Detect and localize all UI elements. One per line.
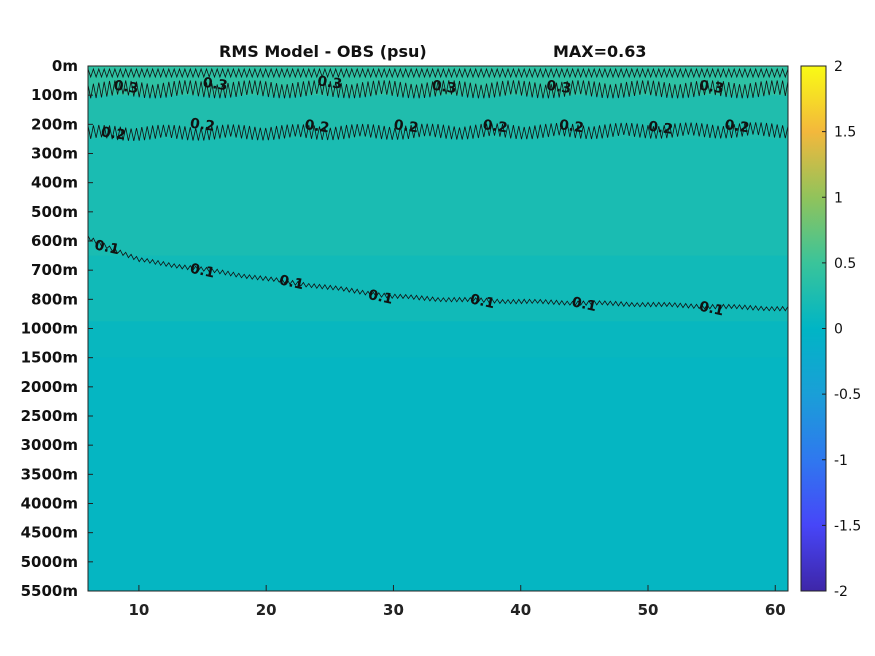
contour-0.1 [88, 235, 788, 312]
contour-label: 0.2 [100, 124, 127, 143]
contour-label: 0.3 [545, 78, 572, 97]
contour-label: 0.3 [202, 75, 229, 94]
x-tick-label: 10 [128, 601, 149, 619]
contour-label: 0.3 [698, 78, 725, 97]
contour-label: 0.1 [367, 287, 395, 308]
y-tick-label: 4500m [21, 524, 78, 542]
colorbar-tick-label: -1 [834, 453, 848, 469]
y-tick-label: 5500m [21, 582, 78, 600]
y-tick-label: 0m [52, 57, 78, 75]
contour-label: 0.2 [724, 117, 751, 136]
chart-title: RMS Model - OBS (psu) [219, 42, 427, 61]
y-tick-label: 2000m [21, 378, 78, 396]
y-axis: 0m 100m 200m 300m 400m 500m 600m 700m 800m 1000m 1… [21, 57, 93, 600]
contour-label: 0.3 [316, 73, 343, 92]
heatmap-field [88, 66, 788, 591]
y-tick-label: 2500m [21, 407, 78, 425]
field-band-4 [88, 321, 788, 359]
y-tick-label: 800m [31, 290, 78, 308]
contour-label: 0.2 [304, 117, 331, 136]
contour-label: 0.1 [698, 299, 726, 320]
colorbar-tick-label: -0.5 [834, 387, 861, 403]
contour-0.2 [88, 122, 788, 141]
colorbar-ticks: 2 1.5 1 0.5 0 -0.5 -1 -1.5 -2 [822, 59, 861, 600]
colorbar-tick-label: 2 [834, 59, 843, 75]
max-annotation: MAX=0.63 [553, 42, 647, 61]
y-tick-label: 300m [31, 145, 78, 163]
x-tick-label: 50 [638, 601, 659, 619]
y-tick-label: 3500m [21, 465, 78, 483]
contour-label: 0.1 [189, 261, 217, 282]
contour-0.3 [88, 80, 788, 99]
contour-label: 0.1 [93, 237, 121, 258]
contour-label: 0.2 [189, 116, 216, 135]
colorbar-tick-label: 0.5 [834, 256, 856, 272]
contour-label: 0.1 [469, 291, 497, 312]
field-band-3 [88, 255, 788, 322]
colorbar-tick-label: -1.5 [834, 518, 861, 534]
y-tick-label: 500m [31, 203, 78, 221]
contour-top-edge [88, 67, 788, 79]
x-tick-label: 20 [256, 601, 277, 619]
colorbar [800, 65, 827, 592]
colorbar-tick-label: -2 [834, 584, 848, 600]
x-axis: 10 20 30 40 50 60 [128, 585, 786, 619]
x-tick-label: 60 [765, 601, 786, 619]
contour-label: 0.3 [113, 78, 140, 97]
contour-label: 0.3 [431, 78, 458, 97]
y-tick-label: 4000m [21, 495, 78, 513]
y-tick-label: 3000m [21, 436, 78, 454]
contour-label: 0.1 [570, 294, 598, 315]
contour-labels: 0.3 0.3 0.3 0.3 0.3 0.3 0.2 0.2 0.2 0.2 0.2 0.2 0.2 0… [93, 73, 750, 319]
contour-label: 0.1 [278, 272, 306, 293]
colorbar-tick-label: 1 [834, 190, 843, 206]
field-band-2 [88, 138, 788, 257]
x-tick-label: 30 [383, 601, 404, 619]
x-tick-label: 40 [510, 601, 531, 619]
y-tick-label: 1000m [21, 320, 78, 338]
y-tick-label: 600m [31, 232, 78, 250]
contour-label: 0.2 [393, 117, 420, 136]
colorbar-tick-label: 1.5 [834, 125, 856, 141]
contour-label: 0.2 [647, 119, 674, 138]
y-tick-label: 700m [31, 261, 78, 279]
y-tick-label: 5000m [21, 553, 78, 571]
contour-label: 0.2 [558, 117, 585, 136]
contour-label: 0.2 [482, 117, 509, 136]
contour-lines [88, 67, 788, 312]
y-tick-label: 1500m [21, 349, 78, 367]
y-tick-label: 200m [31, 115, 78, 133]
field-band-5 [88, 357, 788, 591]
y-tick-label: 400m [31, 174, 78, 192]
colorbar-tick-label: 0 [834, 322, 843, 338]
y-tick-label: 100m [31, 86, 78, 104]
